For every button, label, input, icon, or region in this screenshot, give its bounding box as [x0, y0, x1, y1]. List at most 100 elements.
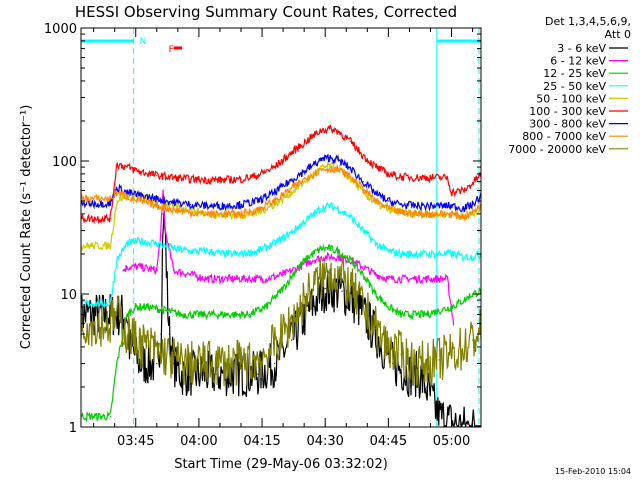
- series-4-point: [173, 247, 175, 250]
- series-9-point: [126, 333, 128, 335]
- series-4-point: [328, 205, 331, 207]
- series-9-point: [400, 354, 402, 356]
- series-4-point: [320, 207, 322, 210]
- series-6-point: [139, 171, 141, 173]
- series-3-point: [135, 306, 137, 308]
- series-8-point: [156, 205, 158, 207]
- series-9-point: [320, 278, 322, 280]
- series-2-point: [311, 259, 314, 261]
- series-7-point: [206, 205, 208, 207]
- series-4-point: [387, 250, 389, 252]
- series-2-point: [375, 273, 377, 276]
- series-2-point: [122, 269, 124, 272]
- series-7-point: [139, 194, 141, 197]
- series-8-point: [328, 167, 331, 169]
- x-tick-label: 04:15: [243, 434, 280, 449]
- series-9-point: [307, 293, 309, 295]
- series-8-point: [109, 198, 112, 200]
- series-3-point: [116, 362, 118, 365]
- series-1-point: [162, 213, 164, 215]
- series-3-point: [181, 314, 183, 316]
- series-3-point: [147, 306, 149, 308]
- series-1-point: [358, 306, 360, 308]
- legend-entry-label: 7000 - 20000 keV: [508, 143, 606, 156]
- series-1-point: [290, 339, 293, 341]
- series-6-point: [257, 174, 259, 176]
- series-7-point: [307, 167, 309, 169]
- series-2-point: [453, 322, 455, 325]
- series-6-point: [434, 177, 436, 179]
- series-1-point: [425, 386, 427, 388]
- series-5-point: [109, 245, 112, 247]
- series-8-point: [307, 176, 309, 178]
- series-2-point: [337, 256, 339, 258]
- series-2-point: [362, 266, 364, 268]
- series-9-point: [471, 339, 474, 341]
- series-6-point: [375, 166, 377, 168]
- series-8-point: [189, 211, 192, 214]
- series-4-point: [206, 250, 208, 252]
- legend-entry-label: 800 - 7000 keV: [522, 130, 606, 143]
- series-6-point: [307, 138, 309, 141]
- series-3-point: [413, 314, 415, 316]
- series-9-point: [116, 314, 118, 316]
- series-9-point: [362, 306, 364, 308]
- series-4-point: [337, 207, 339, 210]
- series-8-point: [173, 209, 175, 211]
- series-line-3: [81, 243, 481, 423]
- series-9-point: [248, 362, 251, 365]
- series-2-point: [387, 278, 389, 280]
- series-7-point: [274, 191, 276, 194]
- series-6-point: [173, 177, 175, 179]
- series-1-point: [168, 333, 171, 335]
- series-5-point: [290, 191, 293, 194]
- series-2-point: [282, 273, 284, 276]
- series-1-point: [375, 333, 377, 335]
- legend-entry-label: 12 - 25 keV: [543, 67, 606, 80]
- series-9-point: [147, 346, 149, 348]
- series-line-2: [122, 189, 455, 326]
- y-tick-label: 1000: [44, 22, 77, 37]
- x-tick-label: 04:00: [180, 434, 217, 449]
- legend-title-1: Det 1,3,4,5,6,9,: [545, 15, 631, 28]
- series-4-point: [471, 256, 474, 258]
- series-7-point: [223, 205, 225, 207]
- series-3-point: [400, 314, 402, 316]
- series-8-point: [450, 213, 453, 215]
- series-9-point: [425, 362, 427, 365]
- series-3-point: [215, 314, 217, 316]
- series-6-point: [290, 152, 293, 154]
- series-3-point: [463, 299, 465, 301]
- series-7-point: [362, 181, 364, 183]
- x-tick-label: 05:00: [433, 434, 470, 449]
- series-2-point: [324, 256, 326, 258]
- series-9-point: [231, 362, 234, 365]
- series-4-point: [375, 242, 377, 245]
- series-6-point: [223, 179, 225, 181]
- series-3-point: [337, 250, 339, 252]
- series-9-point: [109, 322, 112, 325]
- series-2-point: [206, 278, 208, 280]
- series-7-point: [257, 200, 259, 202]
- series-8-point: [126, 195, 128, 198]
- series-7-point: [189, 204, 192, 206]
- series-2-point: [227, 278, 229, 280]
- series-7-point: [417, 205, 419, 207]
- legend-entry-label: 6 - 12 keV: [550, 55, 606, 68]
- series-2-point: [434, 278, 436, 280]
- series-4-point: [274, 242, 276, 245]
- x-tick-label: 04:45: [370, 434, 407, 449]
- series-7-point: [290, 179, 293, 181]
- y-tick-label: 1: [69, 421, 77, 436]
- series-7-point: [173, 201, 175, 203]
- series-8-point: [320, 169, 322, 171]
- series-8-point: [240, 213, 242, 215]
- series-2-point: [265, 278, 267, 280]
- series-1-point: [341, 290, 343, 292]
- series-3-point: [231, 314, 234, 316]
- series-8-point: [375, 200, 377, 202]
- series-1-point: [181, 373, 183, 375]
- plot-frame: [80, 27, 482, 428]
- series-3-point: [164, 310, 166, 312]
